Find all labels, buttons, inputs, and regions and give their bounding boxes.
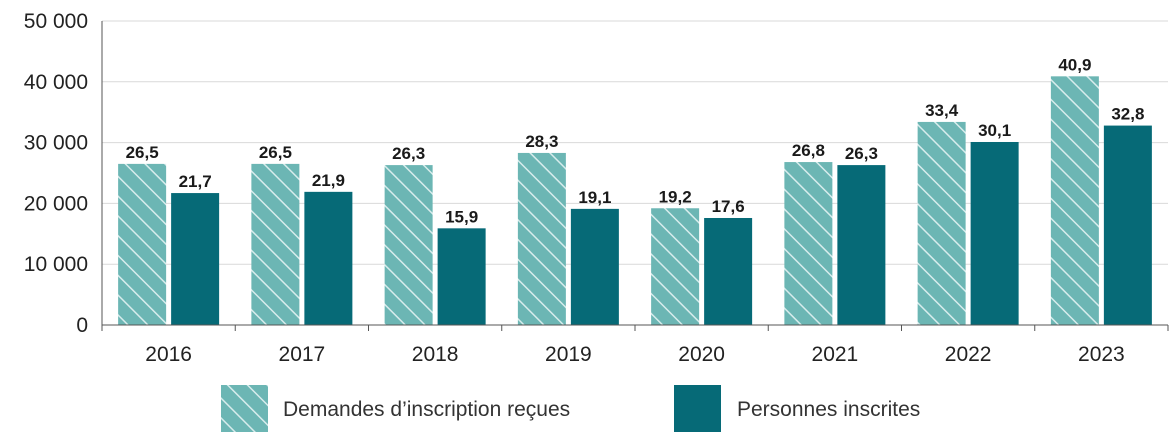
x-tick-label: 2020 [678, 343, 725, 366]
legend-label: Demandes d’inscription reçues [283, 398, 570, 421]
data-label: 40,9 [1058, 55, 1091, 74]
y-tick-label: 20 000 [24, 192, 88, 215]
y-tick-label: 50 000 [24, 10, 88, 33]
bar-inscrites [304, 191, 353, 325]
bar-demandes [917, 121, 966, 325]
bar-demandes [1050, 76, 1099, 325]
bar-demandes [784, 162, 833, 325]
data-label: 21,9 [312, 171, 345, 190]
legend-label: Personnes inscrites [737, 398, 920, 421]
bar-inscrites [1103, 125, 1152, 326]
x-tick-label: 2018 [412, 343, 459, 366]
x-tick-label: 2021 [812, 343, 859, 366]
bar-demandes [118, 163, 167, 325]
y-tick-label: 0 [76, 314, 88, 337]
x-tick-label: 2022 [945, 343, 992, 366]
data-label: 19,1 [578, 188, 611, 207]
data-label: 26,5 [259, 143, 292, 162]
data-label: 26,3 [392, 144, 425, 163]
data-label: 15,9 [445, 207, 478, 226]
legend: Demandes d’inscription reçues Personnes i… [221, 385, 920, 432]
data-label: 26,5 [126, 143, 159, 162]
y-tick-label: 10 000 [24, 253, 88, 276]
bar-demandes [251, 163, 300, 325]
data-label: 32,8 [1111, 105, 1144, 124]
bars: 26,5 21,7 26,5 21,9 26,3 15,9 28,3 19,1 19,2 17,6… [118, 55, 1152, 326]
x-tick-label: 2017 [279, 343, 326, 366]
legend-swatch-inscrites [674, 385, 721, 432]
bar-inscrites [171, 193, 220, 325]
bar-demandes [384, 165, 433, 325]
x-tick-label: 2019 [545, 343, 592, 366]
bar-inscrites [970, 141, 1019, 325]
data-label: 28,3 [525, 132, 558, 151]
bar-demandes [517, 152, 566, 325]
bar-inscrites [837, 165, 886, 325]
data-label: 26,8 [792, 141, 825, 160]
bar-inscrites [437, 228, 486, 325]
data-label: 17,6 [712, 197, 745, 216]
y-tick-label: 30 000 [24, 132, 88, 155]
data-label: 33,4 [925, 101, 959, 120]
x-tick-label: 2016 [145, 343, 192, 366]
x-axis: 2016 2017 2018 2019 2020 2021 2022 2023 [101, 324, 1169, 366]
data-label: 21,7 [179, 172, 212, 191]
data-label: 26,3 [845, 144, 878, 163]
legend-swatch-demandes [221, 385, 268, 432]
x-tick-label: 2023 [1078, 343, 1125, 366]
bar-inscrites [704, 217, 753, 325]
bar-inscrites [570, 208, 619, 325]
y-axis: 0 10 000 20 000 30 000 40 000 50 000 [24, 10, 103, 337]
y-tick-label: 40 000 [24, 71, 88, 94]
data-label: 19,2 [659, 187, 692, 206]
data-label: 30,1 [978, 121, 1011, 140]
bar-demandes [651, 208, 700, 325]
